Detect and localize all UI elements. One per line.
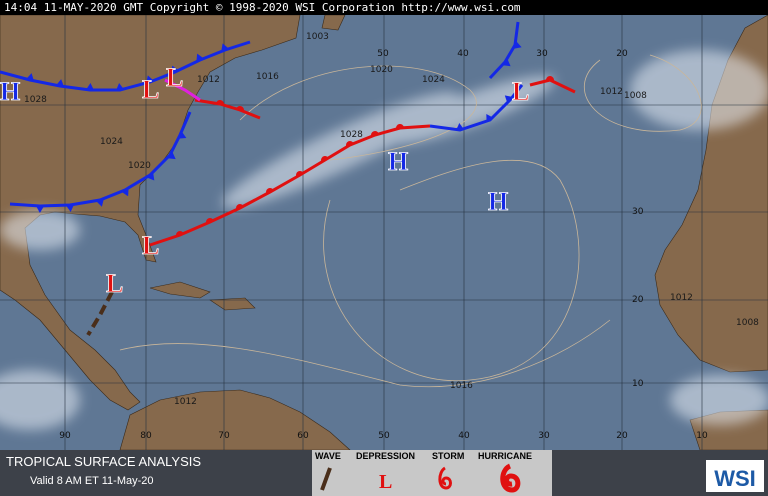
labels: 1028102410201016101210031020102410281012…	[0, 32, 759, 441]
legend-item: HURRICANE	[478, 451, 532, 461]
tropical-wave	[86, 291, 114, 337]
longitude-label: 40	[457, 49, 469, 59]
legend-item: WAVE	[315, 451, 341, 461]
isobar-label: 1020	[128, 161, 151, 171]
pressure-center: L	[106, 269, 123, 298]
logo: WSI	[714, 466, 756, 491]
pressure-center: H	[0, 77, 20, 106]
isobar-label: 1020	[370, 65, 393, 75]
isobar-label: 1008	[624, 91, 647, 101]
pressure-center: L	[142, 75, 159, 104]
storm-symbol	[438, 466, 452, 490]
footer-title: TROPICAL SURFACE ANALYSIS	[6, 454, 201, 469]
longitude-label: 50	[378, 431, 390, 441]
header-bar	[0, 0, 768, 15]
cold-front	[488, 21, 522, 80]
pressure-center: H	[388, 147, 408, 176]
isobars	[119, 54, 702, 388]
longitude-label: 90	[59, 431, 71, 441]
isobar-label: 1012	[600, 87, 623, 97]
latitude-label: 30	[632, 207, 644, 217]
isobar-label: 1012	[174, 397, 197, 407]
footer-valid: Valid 8 AM ET 11-May-20	[30, 475, 154, 487]
isobar-label: 1008	[736, 318, 759, 328]
cold-front	[429, 84, 524, 132]
pressure-center: H	[488, 187, 508, 216]
pressure-center: L	[142, 231, 159, 260]
longitude-label: 30	[536, 49, 548, 59]
latitude-label: 20	[632, 295, 644, 305]
stationary-front	[149, 124, 431, 247]
logo-box	[706, 460, 764, 492]
longitude-label: 10	[696, 431, 708, 441]
longitude-label: 50	[377, 49, 389, 59]
longitude-label: 80	[140, 431, 152, 441]
depression-symbol: L	[379, 471, 392, 493]
isobar-label: 1028	[24, 95, 47, 105]
isobar-label: 1003	[306, 32, 329, 42]
isobar-label: 1024	[100, 137, 123, 147]
cold-front	[0, 40, 251, 92]
longitude-label: 60	[297, 431, 309, 441]
longitude-label: 40	[458, 431, 470, 441]
header-text: 14:04 11-MAY-2020 GMT Copyright © 1998-2…	[4, 1, 521, 14]
isobar-label: 1012	[670, 293, 693, 303]
longitude-label: 20	[616, 431, 628, 441]
hurricane-symbol	[500, 463, 521, 493]
longitude-label: 70	[218, 431, 230, 441]
warm-front	[529, 76, 576, 94]
isobar-label: 1024	[422, 75, 445, 85]
occluded-front	[164, 78, 201, 102]
legend-item: STORM	[432, 451, 464, 461]
fronts	[0, 21, 576, 337]
latitude-label: 10	[632, 379, 644, 389]
longitude-label: 30	[538, 431, 550, 441]
pressure-center: L	[512, 77, 529, 106]
wave-symbol	[320, 467, 332, 491]
warm-front	[194, 98, 261, 120]
isobar-label: 1028	[340, 130, 363, 140]
isobar-label: 1012	[197, 75, 220, 85]
legend-item: DEPRESSION	[356, 451, 415, 461]
pressure-center: L	[166, 63, 183, 92]
longitude-label: 20	[616, 49, 628, 59]
isobar-label: 1016	[256, 72, 279, 82]
isobar-label: 1016	[450, 381, 473, 391]
